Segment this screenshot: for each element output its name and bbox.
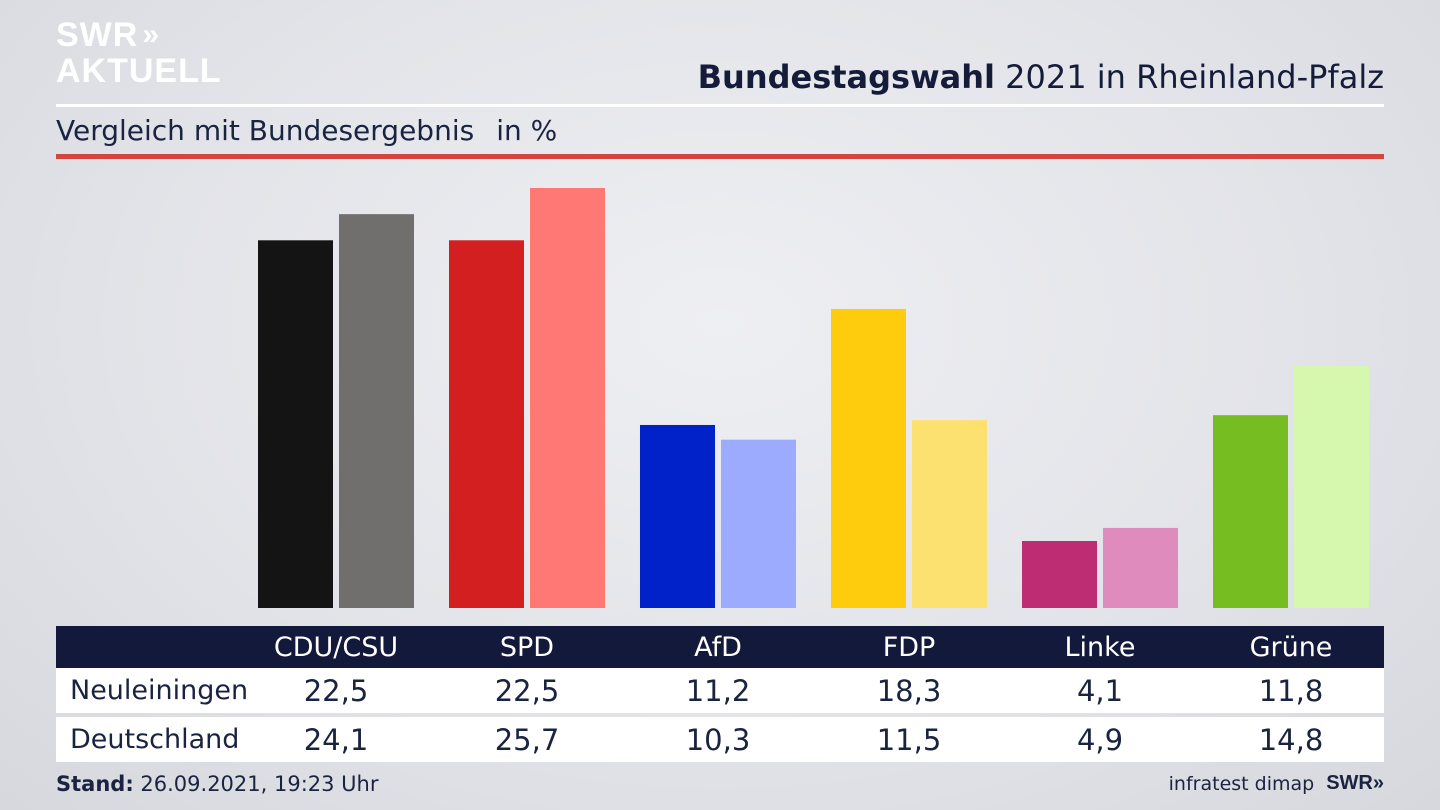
row-label-neuleiningen: Neuleiningen [70, 675, 249, 706]
accent-divider [56, 154, 1384, 159]
timestamp-label: Stand: [56, 772, 134, 796]
value-linke-neuleiningen: 4,1 [1076, 673, 1124, 708]
source-credit: infratest dimap SWR» [1169, 772, 1384, 795]
value-cdu-csu-deutschland: 24,1 [303, 722, 369, 757]
column-header-grüne: Grüne [1249, 631, 1333, 663]
value-spd-neuleiningen: 22,5 [494, 673, 560, 708]
source-name: infratest dimap [1168, 772, 1315, 795]
value-afd-deutschland: 10,3 [685, 722, 751, 757]
row-label-deutschland: Deutschland [70, 724, 240, 755]
value-afd-neuleiningen: 11,2 [685, 673, 751, 708]
timestamp: Stand: 26.09.2021, 19:23 Uhr [56, 772, 379, 796]
chart-subtitle-text: Vergleich mit Bundesergebnis [56, 114, 475, 147]
bar-cdu-csu-deutschland [339, 214, 414, 608]
bar-grüne-deutschland [1294, 366, 1369, 608]
value-grüne-deutschland: 14,8 [1258, 722, 1324, 757]
timestamp-value: 26.09.2021, 19:23 Uhr [133, 772, 379, 796]
page-title-rest: 2021 in Rheinland-Pfalz [995, 58, 1384, 96]
chart-subtitle: Vergleich mit Bundesergebnis in % [56, 114, 557, 147]
bar-grüne-neuleiningen [1213, 415, 1288, 608]
table-row: Deutschland 24,1 25,7 10,3 11,5 4,9 14,8 [56, 717, 1384, 762]
column-header-linke: Linke [1064, 631, 1136, 663]
header-divider [56, 104, 1384, 107]
table-row: Neuleiningen 22,5 22,5 11,2 18,3 4,1 11,8 [56, 668, 1384, 713]
logo-aktuell: AKTUELL [56, 52, 222, 90]
table-header-row: CDU/CSU SPD AfD FDP Linke Grüne [56, 626, 1384, 668]
page-title: Bundestagswahl 2021 in Rheinland-Pfalz [698, 58, 1384, 96]
bar-afd-neuleiningen [640, 424, 715, 608]
bar-cdu-csu-neuleiningen [258, 240, 333, 608]
column-header-cdu-csu: CDU/CSU [273, 631, 399, 663]
bar-afd-deutschland [721, 439, 796, 608]
value-spd-deutschland: 25,7 [494, 722, 560, 757]
bar-fdp-neuleiningen [831, 308, 906, 608]
chart-unit: in % [496, 114, 558, 147]
value-linke-deutschland: 4,9 [1076, 722, 1124, 757]
column-header-afd: AfD [694, 631, 742, 663]
value-fdp-deutschland: 11,5 [876, 722, 942, 757]
bar-spd-neuleiningen [449, 240, 524, 608]
swr-aktuell-logo: SWR» AKTUELL [56, 18, 222, 88]
bar-linke-neuleiningen [1022, 540, 1097, 608]
bar-linke-deutschland [1103, 527, 1178, 608]
value-fdp-neuleiningen: 18,3 [876, 673, 942, 708]
value-grüne-neuleiningen: 11,8 [1258, 673, 1324, 708]
logo-swr: SWR [56, 16, 139, 54]
column-header-spd: SPD [499, 631, 555, 663]
bar-fdp-deutschland [912, 420, 987, 608]
bar-spd-deutschland [530, 188, 605, 608]
swr-brand-logo: SWR» [1326, 772, 1384, 794]
column-header-fdp: FDP [882, 631, 936, 663]
page-title-bold: Bundestagswahl [697, 58, 995, 96]
value-cdu-csu-neuleiningen: 22,5 [303, 673, 369, 708]
